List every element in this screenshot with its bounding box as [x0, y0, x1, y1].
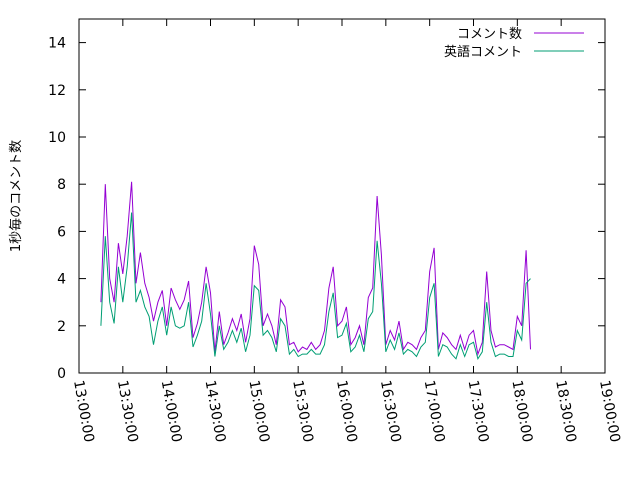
y-tick-label: 12: [48, 83, 66, 99]
y-tick-label: 8: [57, 177, 66, 193]
series-group: [100, 181, 531, 361]
x-tick-label: 15:30:00: [289, 379, 316, 444]
x-tick-label: 19:00:00: [596, 379, 623, 444]
x-tick-label: 18:00:00: [508, 379, 535, 444]
x-tick-label: 13:30:00: [114, 379, 141, 444]
y-tick-label: 4: [57, 272, 66, 288]
series-line-1: [100, 181, 531, 356]
y-tick-label: 0: [57, 366, 66, 382]
x-tick-label: 14:00:00: [158, 379, 185, 444]
x-tick-label: 15:00:00: [245, 379, 272, 444]
y-axis-title: 1秒毎のコメント数: [8, 140, 24, 252]
x-tick-label: 13:00:00: [70, 379, 97, 444]
x-tick-label: 14:30:00: [202, 379, 229, 444]
y-tick-label: 14: [48, 36, 66, 52]
x-axis: 13:00:00 13:30:00 14:00:00 14:30:00 15:00:00…: [70, 19, 623, 444]
x-tick-label: 17:30:00: [465, 379, 492, 444]
y-tick-label: 6: [57, 224, 66, 240]
y-tick-label: 10: [48, 130, 66, 146]
y-tick-label: 2: [57, 319, 66, 335]
series-line-2: [100, 212, 531, 361]
y-axis: 0 2 4 6 8 10 12 14: [48, 36, 605, 382]
legend-label-1: コメント数: [457, 27, 522, 42]
x-tick-label: 17:00:00: [421, 379, 448, 444]
x-tick-label: 18:30:00: [552, 379, 579, 444]
x-tick-label: 16:00:00: [333, 379, 360, 444]
legend-label-2: 英語コメント: [444, 44, 522, 60]
x-tick-label: 16:30:00: [377, 379, 404, 444]
